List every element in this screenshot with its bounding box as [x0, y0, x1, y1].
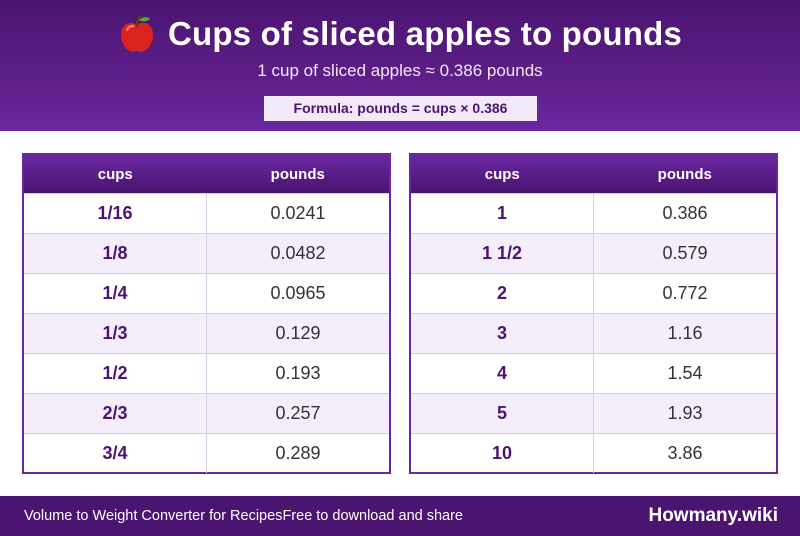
table-row: 5 1.93: [411, 393, 776, 433]
pounds-cell: 0.0482: [270, 243, 326, 263]
page-title: Cups of sliced apples to pounds: [167, 15, 683, 52]
cups-cell: 4: [411, 354, 594, 393]
footer-text: Volume to Weight Converter for Recipes: [24, 508, 283, 524]
table-row: 1/3 0.129: [24, 313, 389, 353]
apple-icon: [118, 14, 156, 54]
pounds-cell: 0.289: [275, 443, 321, 463]
table-row: 1/16 0.0241: [24, 193, 389, 233]
column-header-pounds: pounds: [657, 165, 712, 183]
cups-cell: 1 1/2: [411, 234, 594, 273]
cups-cell: 1/3: [24, 314, 207, 353]
table-row: 1/2 0.193: [24, 353, 389, 393]
footer-bar: Volume to Weight Converter for Recipes Fr…: [0, 496, 800, 536]
table-row: 1 1/2 0.579: [411, 233, 776, 273]
cups-cell: 1/8: [24, 234, 207, 273]
table-row: 1/8 0.0482: [24, 233, 389, 273]
pounds-cell: 0.0241: [270, 203, 326, 223]
cups-cell: 3: [411, 314, 594, 353]
pounds-cell: 0.257: [275, 403, 321, 423]
formula-box: Formula: pounds = cups × 0.386: [264, 96, 537, 121]
pounds-cell: 0.579: [662, 243, 708, 263]
table-row: 4 1.54: [411, 353, 776, 393]
footer-subtext: Free to download and share: [282, 508, 464, 524]
footer-caption: Volume to Weight Converter for Recipes Fr…: [24, 508, 463, 524]
cups-cell: 1/16: [24, 194, 207, 233]
pounds-cell: 0.0965: [270, 283, 326, 303]
table-row: 1/4 0.0965: [24, 273, 389, 313]
cups-cell: 2/3: [24, 394, 207, 433]
table-header: cups pounds: [24, 155, 389, 193]
column-header-pounds: pounds: [270, 165, 325, 183]
pounds-cell: 0.386: [662, 203, 708, 223]
pounds-cell: 0.772: [662, 283, 708, 303]
header-banner: Cups of sliced apples to pounds 1 cup of…: [0, 0, 800, 131]
pounds-cell: 0.129: [275, 323, 321, 343]
table-header: cups pounds: [411, 155, 776, 193]
pounds-cell: 1.93: [667, 403, 703, 423]
conversion-table-left: cups pounds 1/16 0.0241 1/8 0.0482 1/4 0…: [22, 153, 391, 474]
cups-cell: 1/2: [24, 354, 207, 393]
pounds-cell: 3.86: [667, 443, 703, 463]
column-header-cups: cups: [484, 165, 520, 183]
brand-logo-text: Howmany.wiki: [648, 505, 778, 526]
table-row: 3 1.16: [411, 313, 776, 353]
cups-cell: 10: [411, 434, 594, 473]
table-row: 2 0.772: [411, 273, 776, 313]
cups-cell: 3/4: [24, 434, 207, 473]
pounds-cell: 1.54: [667, 363, 703, 383]
page-subtitle: 1 cup of sliced apples ≈ 0.386 pounds: [257, 61, 543, 80]
column-header-cups: cups: [97, 165, 133, 183]
cups-cell: 1/4: [24, 274, 207, 313]
table-row: 1 0.386: [411, 193, 776, 233]
conversion-table-right: cups pounds 1 0.386 1 1/2 0.579 2 0.772 …: [409, 153, 778, 474]
title-row: Cups of sliced apples to pounds: [0, 12, 800, 56]
cups-cell: 5: [411, 394, 594, 433]
pounds-cell: 1.16: [667, 323, 703, 343]
table-row: 10 3.86: [411, 433, 776, 473]
table-row: 2/3 0.257: [24, 393, 389, 433]
pounds-cell: 0.193: [275, 363, 321, 383]
table-row: 3/4 0.289: [24, 433, 389, 473]
cups-cell: 1: [411, 194, 594, 233]
cups-cell: 2: [411, 274, 594, 313]
